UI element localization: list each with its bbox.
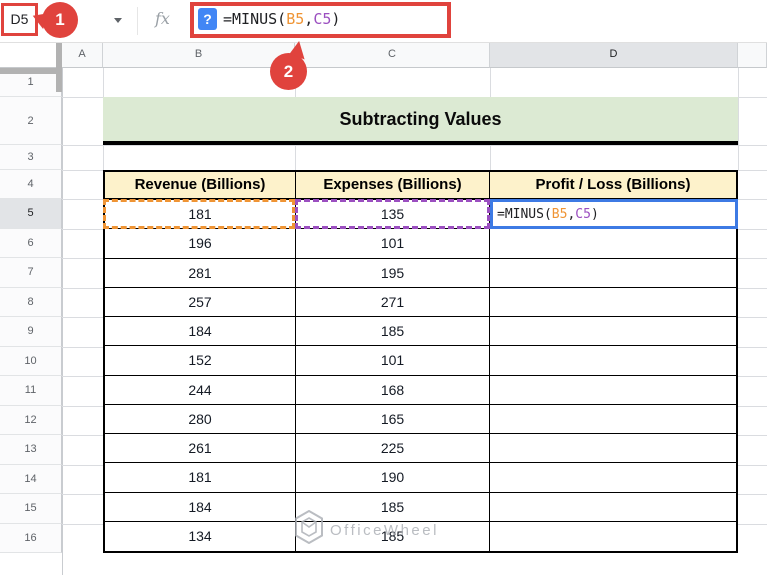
cell-D7[interactable] — [490, 258, 736, 288]
row-header-12[interactable]: 12 — [0, 405, 62, 435]
row-header-6[interactable]: 6 — [0, 228, 62, 258]
cell-B10[interactable]: 152 — [105, 346, 296, 376]
cell-B13[interactable]: 261 — [105, 434, 296, 464]
row-header-15[interactable]: 15 — [0, 494, 62, 524]
sheet-grid: A B C D 1 2 3 4 5 6 7 8 9 10 1 1 1 2 13 14 15 16 Subtract… — [0, 42, 767, 575]
cell-C9[interactable]: 185 — [296, 317, 490, 347]
title-cell[interactable]: Subtracting Values — [103, 97, 738, 145]
table-header-revenue[interactable]: Revenue (Billions) — [105, 172, 296, 200]
name-box-highlight-rect: D5 — [1, 3, 38, 36]
column-header-b[interactable]: B — [103, 42, 295, 68]
cell-C11[interactable]: 168 — [296, 375, 490, 405]
gridline-vertical — [738, 68, 739, 170]
formula-prefix: =MINUS( — [223, 10, 287, 28]
row-header-3[interactable]: 3 — [0, 145, 62, 170]
cell-B7[interactable]: 281 — [105, 258, 296, 288]
formula-input[interactable]: =MINUS(B5,C5) — [223, 10, 340, 28]
cell-C5[interactable]: 135 — [296, 200, 490, 230]
select-all-corner[interactable] — [0, 42, 62, 68]
formula-suffix: ) — [331, 10, 341, 28]
cell-D5[interactable] — [490, 200, 736, 230]
column-header-row: A B C D — [0, 42, 767, 68]
formula-ref1: B5 — [286, 10, 305, 28]
cell-D9[interactable] — [490, 317, 736, 347]
cell-D15[interactable] — [490, 492, 736, 522]
gridline-horizontal — [62, 145, 767, 146]
formula-help-icon[interactable]: ? — [198, 8, 217, 30]
cell-B14[interactable]: 181 — [105, 463, 296, 493]
row-header-2[interactable]: 2 — [0, 97, 62, 145]
row-header-14[interactable]: 14 — [0, 464, 62, 494]
cell-C8[interactable]: 271 — [296, 287, 490, 317]
data-table: Revenue (Billions) Expenses (Billions) P… — [103, 170, 738, 553]
cell-C15[interactable]: 185 — [296, 492, 490, 522]
row-header-5[interactable]: 5 — [0, 199, 62, 229]
cell-C16[interactable]: 185 — [296, 521, 490, 551]
name-box[interactable]: D5 — [10, 11, 29, 27]
annotation-badge-1: 1 — [30, 2, 78, 38]
table-header-expenses[interactable]: Expenses (Billions) — [296, 172, 490, 200]
cell-D11[interactable] — [490, 375, 736, 405]
cell-C7[interactable]: 195 — [296, 258, 490, 288]
name-box-dropdown-icon[interactable] — [114, 18, 122, 23]
annotation-badge-1-tail — [30, 10, 47, 30]
cell-B5[interactable]: 181 — [105, 200, 296, 230]
column-header-d[interactable]: D — [490, 42, 738, 68]
cell-D16[interactable] — [490, 521, 736, 551]
cell-C13[interactable]: 225 — [296, 434, 490, 464]
cell-C14[interactable]: 190 — [296, 463, 490, 493]
corner-right-band — [56, 42, 62, 92]
toolbar-divider — [137, 7, 138, 35]
cell-D12[interactable] — [490, 404, 736, 434]
corner-bottom-band — [0, 68, 62, 74]
formula-toolbar: D5 fx ? =MINUS(B5,C5) — [0, 0, 767, 43]
row-header-edge-line — [62, 68, 63, 575]
cell-B15[interactable]: 184 — [105, 492, 296, 522]
cell-C6[interactable]: 101 — [296, 229, 490, 259]
row-header-column: 1 2 3 4 5 6 7 8 9 10 11 12 13 14 15 16 — [0, 42, 62, 575]
row-header-8[interactable]: 8 — [0, 287, 62, 317]
column-header-a[interactable]: A — [62, 42, 103, 68]
cell-B9[interactable]: 184 — [105, 317, 296, 347]
row-header-11[interactable]: 11 — [0, 376, 62, 406]
column-header-c[interactable]: C — [295, 42, 490, 68]
cell-C12[interactable]: 165 — [296, 404, 490, 434]
row-header-4[interactable]: 4 — [0, 170, 62, 199]
annotation-badge-1-label: 1 — [55, 10, 65, 29]
formula-ref2: C5 — [313, 10, 332, 28]
annotation-badge-2-label: 2 — [283, 62, 294, 81]
cell-C10[interactable]: 101 — [296, 346, 490, 376]
cell-D13[interactable] — [490, 434, 736, 464]
column-header-e-sliver[interactable] — [738, 42, 767, 68]
row-header-13[interactable]: 13 — [0, 435, 62, 465]
cell-B12[interactable]: 280 — [105, 404, 296, 434]
cell-D8[interactable] — [490, 287, 736, 317]
cell-B8[interactable]: 257 — [105, 287, 296, 317]
row-header-9[interactable]: 9 — [0, 317, 62, 347]
annotation-badge-2: 2 — [270, 39, 311, 90]
sheet-title: Subtracting Values — [339, 109, 502, 129]
formula-separator: , — [304, 10, 314, 28]
row-header-7[interactable]: 7 — [0, 258, 62, 288]
table-header-profit[interactable]: Profit / Loss (Billions) — [490, 172, 736, 200]
cell-D6[interactable] — [490, 229, 736, 259]
fx-icon: fx — [155, 9, 170, 28]
row-header-16[interactable]: 16 — [0, 523, 62, 553]
cell-B11[interactable]: 244 — [105, 375, 296, 405]
cell-D10[interactable] — [490, 346, 736, 376]
cell-D14[interactable] — [490, 463, 736, 493]
cell-B16[interactable]: 134 — [105, 521, 296, 551]
cell-B6[interactable]: 196 — [105, 229, 296, 259]
formula-highlight-rect — [190, 2, 451, 38]
row-header-10[interactable]: 10 — [0, 346, 62, 376]
